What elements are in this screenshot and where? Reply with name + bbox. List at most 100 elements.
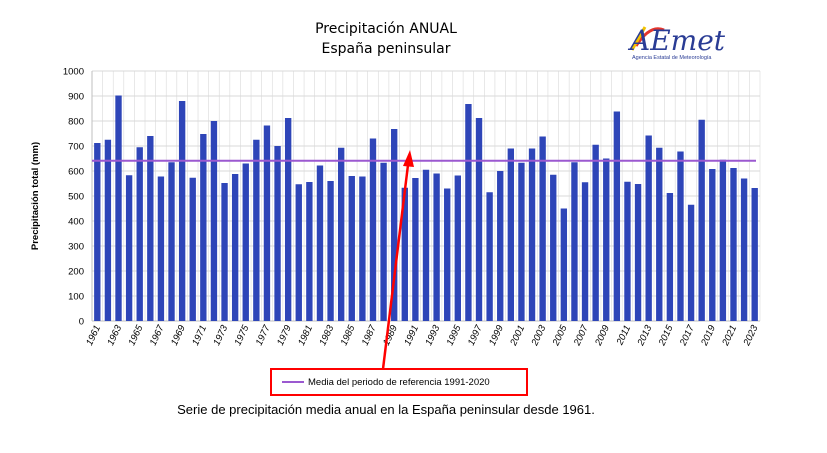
x-tick-label: 1969 [169, 323, 188, 347]
bar-1986 [359, 176, 366, 321]
bar-2008 [592, 144, 599, 321]
x-tick-label: 2015 [656, 323, 676, 348]
bar-1994 [444, 188, 451, 321]
x-tick-label: 1963 [105, 323, 124, 347]
x-tick-label: 1997 [466, 323, 485, 347]
logo-subtitle: Agencia Estatal de Meteorología [632, 55, 712, 61]
bar-1963 [115, 95, 122, 321]
bar-2013 [645, 135, 652, 321]
x-tick-label: 1983 [317, 323, 336, 347]
bar-1983 [327, 181, 334, 321]
bar-1962 [104, 139, 112, 321]
bars [94, 95, 758, 321]
caption: Serie de precipitación media anual en la… [177, 402, 595, 417]
bar-1972 [210, 121, 218, 321]
x-tick-label: 2001 [508, 324, 527, 349]
x-tick-label: 1971 [190, 324, 209, 348]
bar-1990 [401, 187, 408, 321]
legend-box [270, 368, 528, 396]
bar-2009 [603, 158, 610, 321]
x-tick-label: 2017 [677, 323, 697, 348]
x-tick-label: 1991 [402, 324, 421, 348]
bar-1965 [136, 147, 143, 321]
logo-stroke-yellow [630, 26, 647, 51]
bar-1985 [348, 176, 355, 321]
x-tick-label: 2007 [571, 323, 591, 348]
x-tick-label: 1979 [275, 323, 294, 347]
y-tick-label: 0 [79, 317, 84, 328]
bar-2019 [709, 169, 716, 321]
bar-2003 [539, 136, 546, 321]
x-axis-ticks: 1961 1963 1965 1967 1969 1971 1973 1975 1977 1979… [84, 323, 761, 348]
bar-2018 [698, 119, 705, 321]
x-tick-label: 1995 [445, 323, 464, 347]
bar-2001 [518, 162, 525, 321]
aemet-logo: AEmet Agencia Estatal de Meteorología [627, 24, 726, 61]
bar-1991 [412, 178, 419, 321]
bar-1969 [178, 101, 186, 321]
bar-1964 [125, 175, 133, 321]
y-tick-label: 900 [68, 92, 84, 103]
y-tick-label: 800 [68, 117, 84, 128]
bar-1999 [497, 171, 504, 321]
bar-1995 [454, 175, 461, 321]
y-tick-label: 100 [68, 292, 84, 303]
y-tick-label: 400 [68, 217, 84, 228]
x-tick-label: 1981 [296, 324, 315, 348]
y-tick-label: 600 [68, 167, 84, 178]
bar-1984 [337, 147, 345, 321]
x-tick-label: 2021 [720, 324, 739, 349]
y-tick-label: 700 [68, 142, 84, 153]
bar-1971 [200, 134, 207, 321]
bar-1967 [157, 176, 165, 321]
bar-1996 [465, 104, 472, 321]
x-tick-label: 1985 [339, 323, 358, 347]
x-tick-label: 1973 [211, 323, 230, 347]
bar-1980 [295, 184, 302, 321]
bar-1976 [253, 139, 260, 321]
bar-2004 [550, 174, 557, 321]
bar-2016 [677, 151, 684, 321]
y-axis-ticks: 0 100 200 300 400 500 600 700 800 900 1000 [63, 67, 84, 328]
bar-1977 [263, 125, 271, 321]
legend: Media del periodo de referencia 1991-202… [270, 368, 528, 396]
bar-2023 [751, 188, 758, 321]
x-tick-label: 1993 [423, 323, 442, 347]
bar-2002 [528, 148, 536, 321]
bar-2000 [507, 148, 515, 321]
x-tick-label: 1961 [84, 324, 103, 348]
bar-2015 [666, 193, 674, 321]
logo-stroke-red [634, 27, 665, 47]
y-tick-label: 1000 [63, 67, 84, 78]
arrow-shaft [381, 164, 410, 370]
x-tick-label: 1987 [360, 323, 379, 347]
bar-1987 [369, 138, 377, 321]
logo-text: AEmet [627, 24, 726, 57]
bar-1979 [284, 118, 292, 321]
bar-2020 [719, 159, 727, 321]
bar-2012 [634, 184, 642, 321]
bar-1993 [433, 173, 440, 321]
bar-1970 [189, 177, 196, 321]
x-tick-label: 2005 [550, 323, 570, 348]
bar-2007 [581, 182, 589, 321]
arrow-head [403, 150, 414, 167]
x-tick-label: 1999 [487, 323, 506, 347]
bar-1982 [316, 165, 324, 321]
x-tick-label: 2003 [529, 323, 549, 348]
bar-1998 [486, 192, 493, 321]
bar-1973 [221, 183, 228, 321]
bar-2005 [560, 208, 568, 321]
bar-2011 [624, 181, 631, 321]
x-tick-label: 2009 [593, 323, 613, 348]
bar-1992 [422, 169, 430, 321]
bar-2017 [687, 204, 695, 321]
bar-1968 [168, 162, 175, 321]
bar-1975 [242, 163, 249, 321]
bar-1961 [94, 143, 101, 321]
bar-1974 [231, 174, 239, 321]
y-axis-label: Precipitación total (mm) [30, 142, 41, 250]
y-tick-label: 200 [68, 267, 84, 278]
bar-2006 [571, 162, 578, 321]
